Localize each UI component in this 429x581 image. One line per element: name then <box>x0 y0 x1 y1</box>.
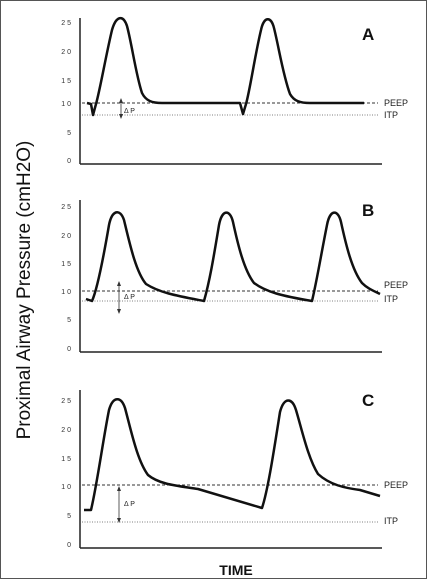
panel-b-arrowhead-down <box>117 309 121 314</box>
panel-a-delta-p-label: Δ P <box>124 108 135 115</box>
panel-c-tick: 1 5 <box>61 456 71 463</box>
panel-a: 2 5 2 0 1 5 1 0 5 0 Δ P A PEEP ITP <box>61 17 408 165</box>
panel-a-tick: 1 5 <box>61 78 71 85</box>
panel-c-peep-label: PEEP <box>384 480 408 490</box>
panel-a-tick: 2 0 <box>61 49 71 56</box>
panel-c-arrowhead-down <box>117 518 121 523</box>
panel-a-peep-label: PEEP <box>384 98 408 108</box>
panel-b-tick: 5 <box>67 317 71 324</box>
panel-c-tick: 1 0 <box>61 484 71 491</box>
panel-c-waveform <box>84 398 381 512</box>
y-axis-label: Proximal Airway Pressure (cmH2O) <box>14 141 35 440</box>
panel-b-itp-label: ITP <box>384 294 398 304</box>
panel-c-tick: 2 5 <box>61 398 71 405</box>
panel-b-arrowhead-up <box>117 281 121 286</box>
panel-b-tick: 2 5 <box>61 204 71 211</box>
panel-a-arrowhead-down <box>119 114 123 119</box>
panel-c-tick: 2 0 <box>61 427 71 434</box>
panel-a-tick: 1 0 <box>61 101 71 108</box>
panel-c-arrowhead-up <box>117 486 121 491</box>
panel-c-tick: 5 <box>67 513 71 520</box>
panel-a-tick: 2 5 <box>61 20 71 27</box>
panel-c-letter: C <box>362 391 374 410</box>
panel-b-tick: 0 <box>67 346 71 353</box>
panel-b: 2 5 2 0 1 5 1 0 5 0 Δ P B PEEP ITP <box>61 200 408 353</box>
panel-c-itp-label: ITP <box>384 516 398 526</box>
panel-a-waveform <box>86 17 364 117</box>
panel-b-tick: 1 5 <box>61 261 71 268</box>
panel-c: 2 5 2 0 1 5 1 0 5 0 Δ P C PEEP ITP <box>61 390 408 549</box>
panel-c-tick: 0 <box>67 542 71 549</box>
panel-a-arrowhead-up <box>119 98 123 103</box>
panel-b-letter: B <box>362 201 374 220</box>
x-axis-label: TIME <box>219 562 252 578</box>
panel-a-letter: A <box>362 25 374 44</box>
panel-a-tick: 5 <box>67 130 71 137</box>
panel-b-tick: 1 0 <box>61 289 71 296</box>
panel-a-tick: 0 <box>67 158 71 165</box>
panel-c-delta-p-label: Δ P <box>124 501 135 508</box>
panel-b-peep-label: PEEP <box>384 280 408 290</box>
panel-a-itp-label: ITP <box>384 110 398 120</box>
panel-b-waveform <box>85 211 381 303</box>
panel-b-delta-p-label: Δ P <box>124 294 135 301</box>
panel-b-tick: 2 0 <box>61 233 71 240</box>
